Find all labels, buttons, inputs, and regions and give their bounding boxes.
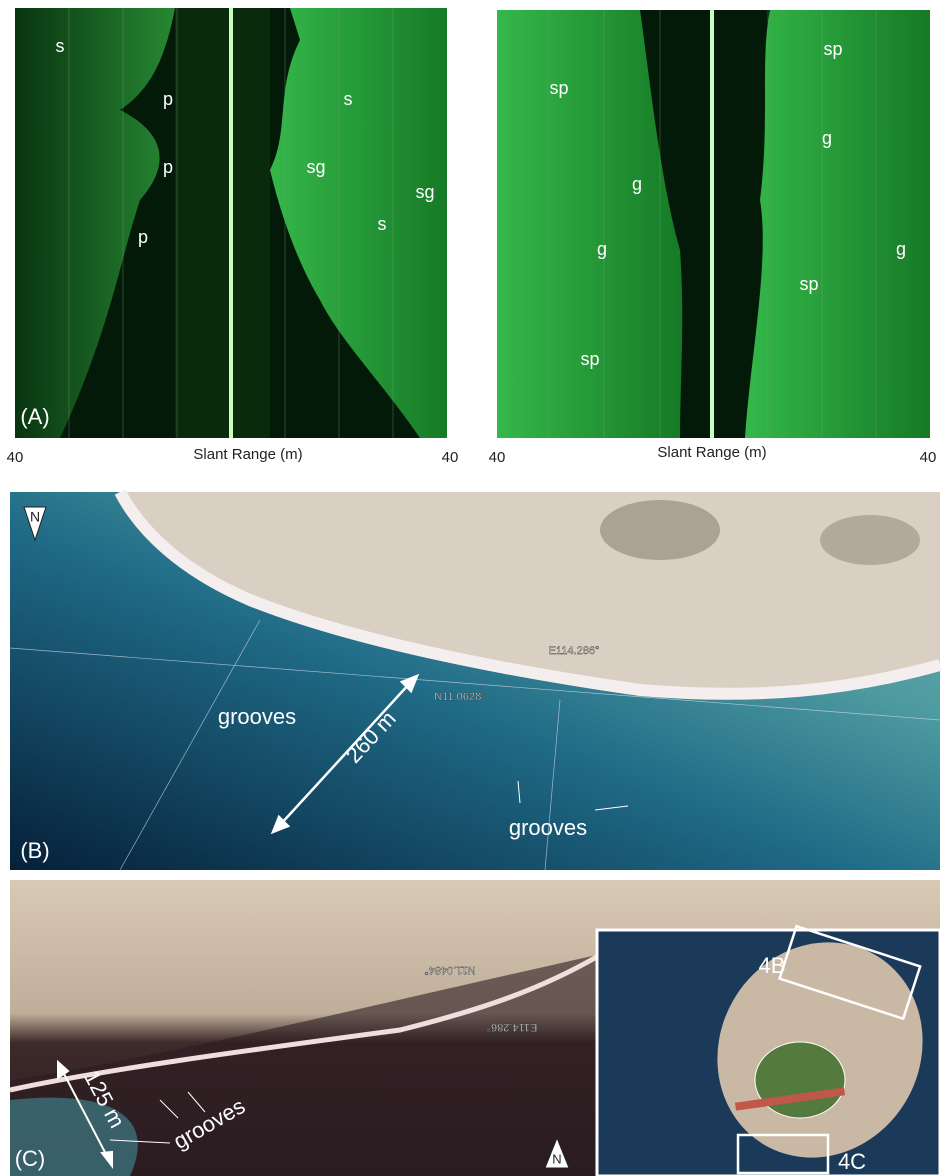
north-label: N <box>552 1151 561 1166</box>
inset-label: 4B <box>759 953 786 978</box>
seabed-label: s <box>56 36 65 56</box>
axis-label: 40 <box>489 449 506 466</box>
coordinate: N11.0628° <box>434 691 485 703</box>
north-label: N <box>30 509 40 525</box>
seabed-label: p <box>163 89 173 109</box>
seabed-label: g <box>822 128 832 148</box>
coordinate: N11.0484° <box>424 964 475 976</box>
satellite-c <box>10 880 943 1176</box>
axis-label: 40 <box>442 449 459 466</box>
inset-label: 4C <box>838 1149 866 1174</box>
seabed-label: sg <box>415 182 434 202</box>
panel-label: (B) <box>20 838 49 863</box>
axis-title: Slant Range (m) <box>657 444 766 461</box>
seabed-label: sp <box>580 349 599 369</box>
seabed-label: g <box>632 174 642 194</box>
seabed-label: s <box>344 89 353 109</box>
annotation: grooves <box>509 815 587 840</box>
sonar-right <box>497 10 930 438</box>
panel-label: (A) <box>20 404 49 429</box>
seabed-label: p <box>138 227 148 247</box>
seabed-label: p <box>163 157 173 177</box>
axis-label: 40 <box>7 449 24 466</box>
axis-label: 40 <box>920 449 937 466</box>
seabed-label: sg <box>306 157 325 177</box>
coordinate: E114.286° <box>487 1021 538 1033</box>
seabed-label: g <box>597 239 607 259</box>
seabed-label: g <box>896 239 906 259</box>
satellite-b <box>10 492 940 870</box>
seabed-label: sp <box>549 78 568 98</box>
seabed-label: sp <box>799 274 818 294</box>
coordinate: E114.286° <box>549 645 600 657</box>
panel-label: (C) <box>15 1146 46 1171</box>
axis-title: Slant Range (m) <box>193 446 302 463</box>
page: {"panel_a": {"labels": ["s", "p", "p", "… <box>0 0 943 1176</box>
figure: spppssgsgsspggspspggsp (A) 40 Slant Rang… <box>0 0 943 1176</box>
annotation: grooves <box>218 704 296 729</box>
seabed-label: sp <box>823 39 842 59</box>
seabed-label: s <box>378 214 387 234</box>
